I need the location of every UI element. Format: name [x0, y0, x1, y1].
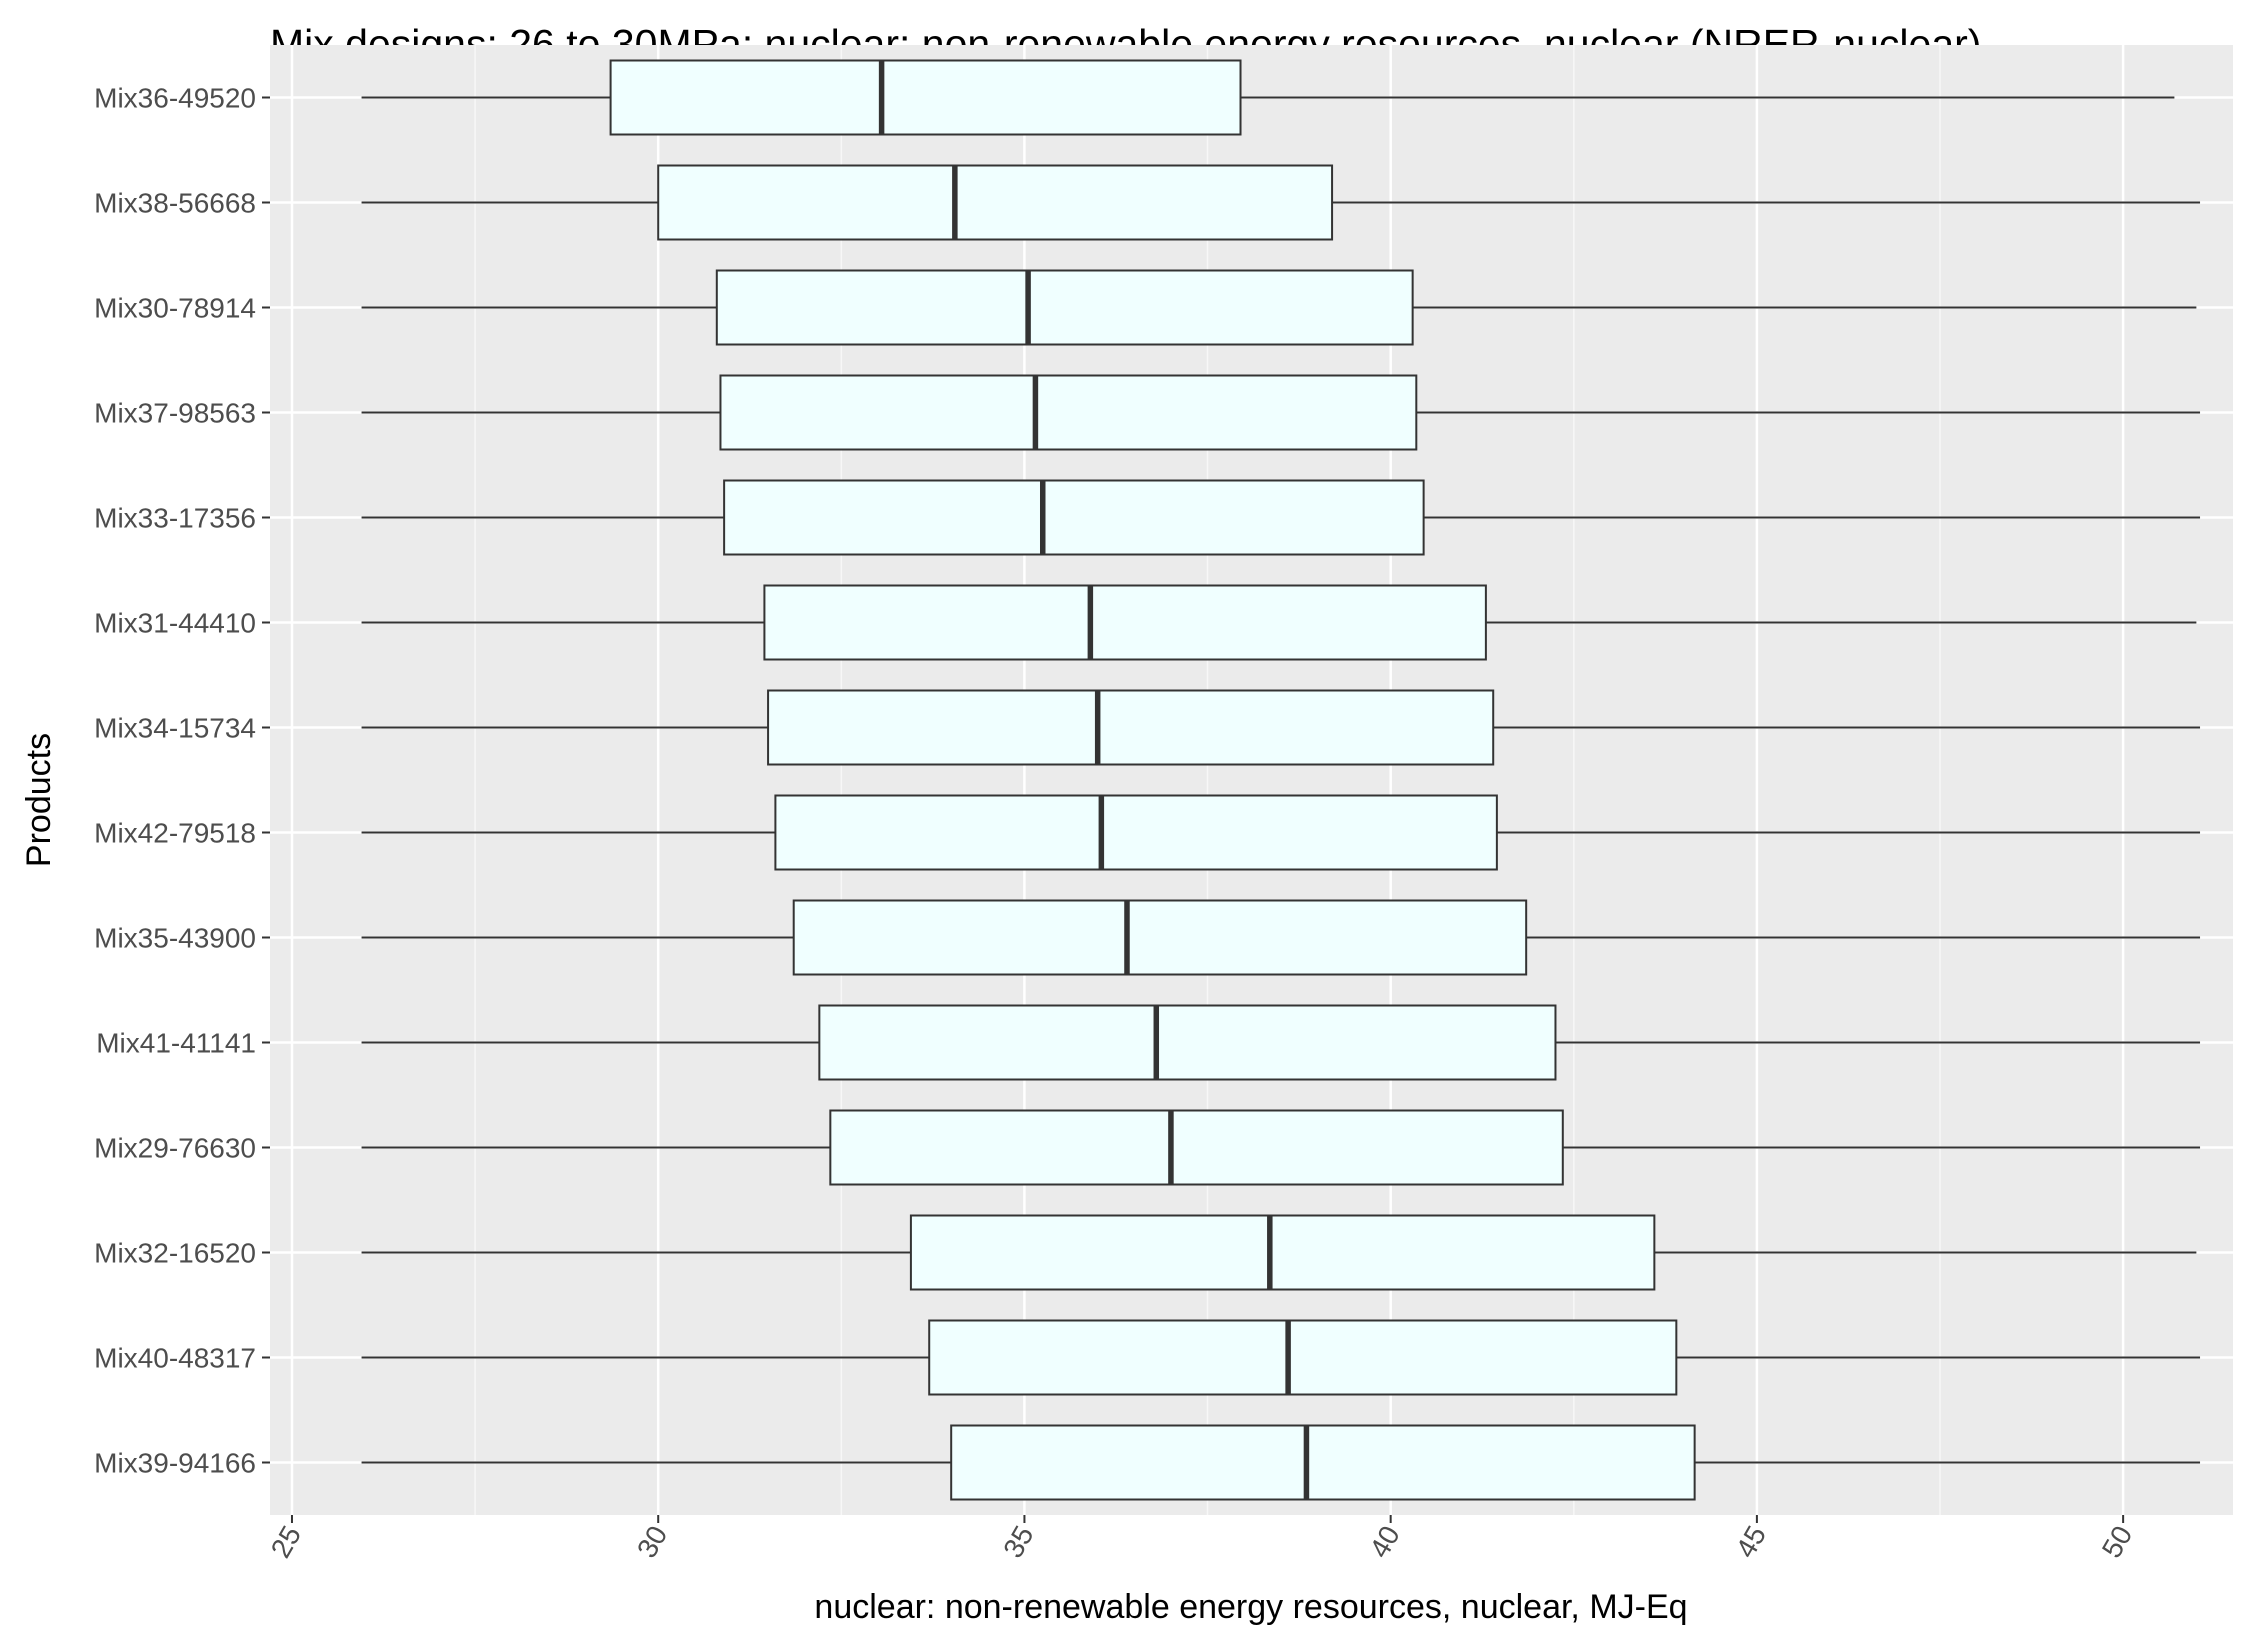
- box-iqr: [909, 1214, 1656, 1291]
- y-tick-label: Mix31-44410: [94, 608, 256, 639]
- boxplot-Mix30-78914: [361, 269, 2197, 346]
- boxplot-Mix31-44410: [361, 584, 2197, 661]
- box-iqr: [950, 1424, 1696, 1501]
- y-tick-label: Mix30-78914: [94, 293, 256, 324]
- boxplot-Mix33-17356: [361, 479, 2201, 556]
- box-iqr: [723, 479, 1425, 556]
- boxplot-Mix37-98563: [361, 374, 2201, 451]
- x-tick-label: 30: [631, 1521, 673, 1563]
- x-tick-labels: 25 30 35 40 45 50: [265, 1515, 2138, 1563]
- x-tick-label: 40: [1363, 1521, 1405, 1563]
- x-tick-label: 50: [2096, 1521, 2138, 1563]
- boxplot-Mix32-16520: [361, 1214, 2197, 1291]
- box-iqr: [715, 269, 1414, 346]
- y-tick-label: Mix36-49520: [94, 83, 256, 114]
- y-tick-label: Mix32-16520: [94, 1238, 256, 1269]
- y-tick-label: Mix39-94166: [94, 1448, 256, 1479]
- y-tick-label: Mix34-15734: [94, 713, 256, 744]
- y-tick-label: Mix41-41141: [96, 1028, 256, 1059]
- y-tick-label: Mix42-79518: [94, 818, 256, 849]
- y-tick-labels: Mix36-49520 Mix38-56668 Mix30-78914 Mix37-9…: [94, 83, 270, 1479]
- boxplot-Mix35-43900: [361, 899, 2201, 976]
- boxplot-Mix39-94166: [361, 1424, 2201, 1501]
- x-axis-title: nuclear: non-renewable energy resources,…: [814, 1588, 1687, 1626]
- box-iqr: [767, 689, 1495, 766]
- box-iqr: [829, 1109, 1564, 1186]
- box-iqr: [774, 794, 1498, 871]
- boxplot-Mix42-79518: [361, 794, 2201, 871]
- box-layer: [361, 59, 2201, 1501]
- y-tick-label: Mix40-48317: [94, 1343, 256, 1374]
- x-tick-label: 25: [265, 1521, 307, 1563]
- boxplot-Mix29-76630: [361, 1109, 2201, 1186]
- boxplot-Mix41-41141: [361, 1004, 2201, 1081]
- x-tick-label: 45: [1730, 1521, 1772, 1563]
- box-iqr: [763, 584, 1487, 661]
- box-iqr: [818, 1004, 1557, 1081]
- box-iqr: [719, 374, 1418, 451]
- y-tick-label: Mix38-56668: [94, 188, 256, 219]
- y-axis-title: Products: [20, 733, 58, 867]
- y-tick-label: Mix33-17356: [94, 503, 256, 534]
- boxplot-Mix34-15734: [361, 689, 2201, 766]
- x-tick-label: 35: [997, 1521, 1039, 1563]
- plot-panel: [270, 45, 2233, 1515]
- boxplot-Mix40-48317: [361, 1319, 2201, 1396]
- y-tick-label: Mix37-98563: [94, 398, 256, 429]
- box-iqr: [792, 899, 1528, 976]
- box-iqr: [657, 164, 1334, 241]
- boxplot-Mix38-56668: [361, 164, 2201, 241]
- boxplot-Mix36-49520: [361, 59, 2175, 136]
- box-iqr: [928, 1319, 1678, 1396]
- box-iqr: [609, 59, 1242, 136]
- y-tick-label: Mix29-76630: [94, 1133, 256, 1164]
- y-tick-label: Mix35-43900: [94, 923, 256, 954]
